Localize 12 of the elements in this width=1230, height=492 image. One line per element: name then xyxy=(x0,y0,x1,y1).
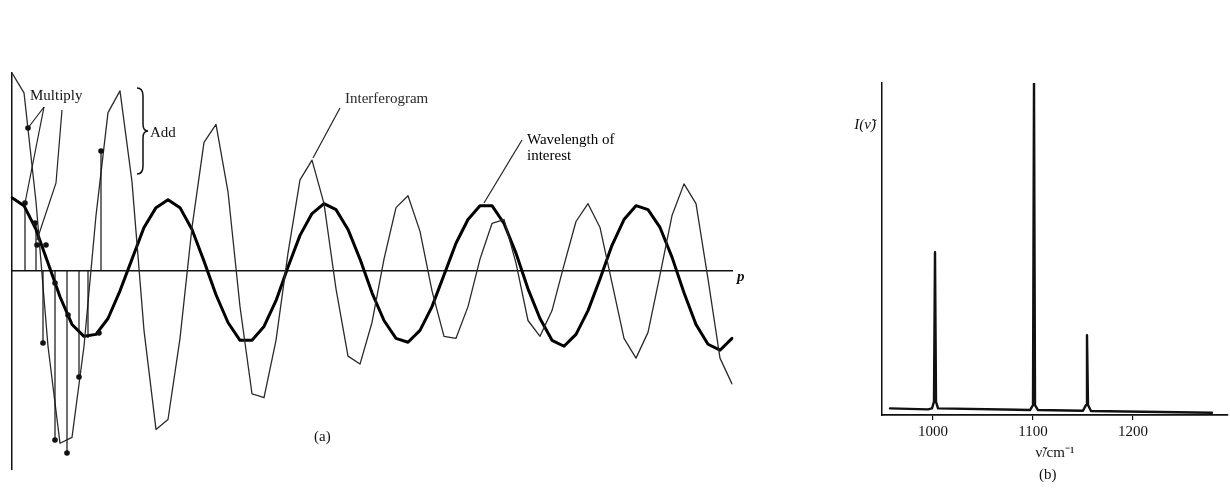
annotation: Add xyxy=(150,124,176,140)
annotation: (a) xyxy=(314,428,331,444)
y-axis-title: I(ν̃) xyxy=(853,115,877,133)
x-axis-title: ν̃/cm⁻¹ xyxy=(1035,443,1075,460)
x-axis-title: p xyxy=(735,267,745,284)
text: (b) xyxy=(1039,466,1057,482)
text: Wavelength of interest xyxy=(527,131,616,163)
x-tick-label: 1000 xyxy=(918,422,948,439)
x-tick-label: 1200 xyxy=(1118,422,1148,439)
text: Interferogram xyxy=(345,90,429,106)
annotation: Multiply xyxy=(30,87,83,103)
x-tick-label: 1100 xyxy=(1018,422,1048,439)
